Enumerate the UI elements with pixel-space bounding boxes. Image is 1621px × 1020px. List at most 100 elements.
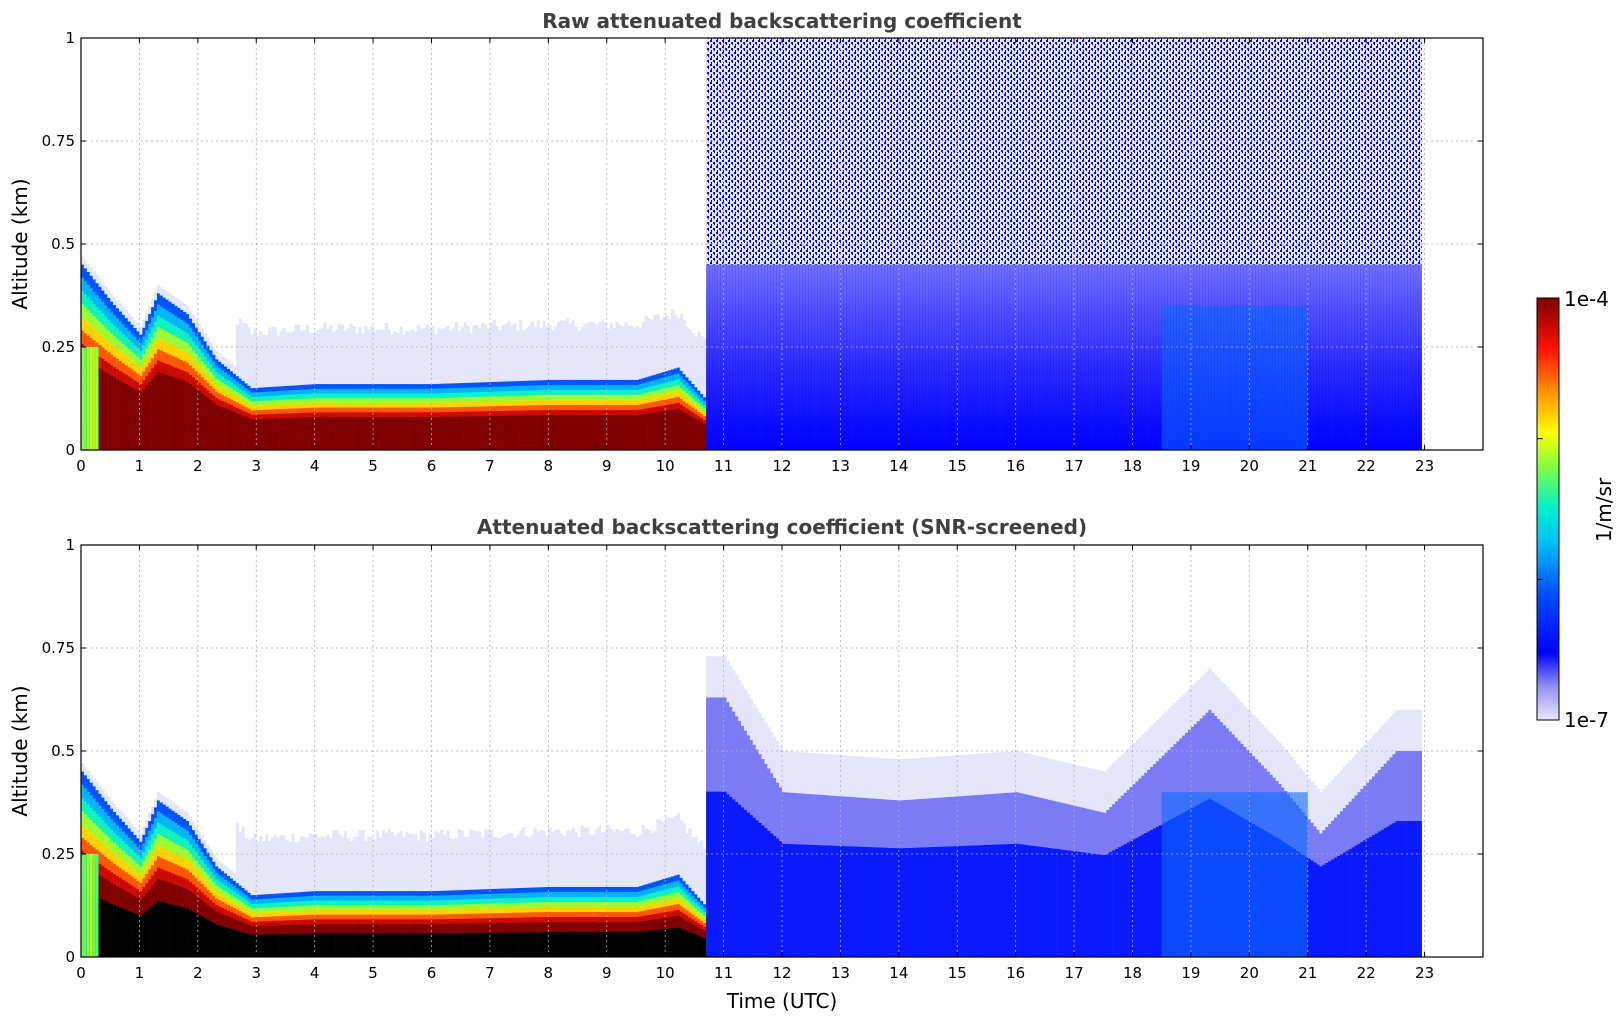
profile-cell [323,435,327,441]
profile-cell [244,899,248,905]
haze-cell [580,327,584,380]
profile-cell [475,416,479,422]
profile-cell [262,414,266,420]
profile-cell [154,439,158,450]
profile-cell [469,387,473,393]
profile-cell [279,390,283,396]
profile-cell [329,440,333,446]
profile-cell [688,420,692,426]
profile-cell [229,883,234,890]
profile-cell [229,928,234,935]
profile-cell [276,391,280,396]
profile-cell [475,440,479,446]
profile-cell [484,387,488,393]
profile-cell [501,406,505,412]
profile-cell [451,392,456,398]
profile-cell [560,429,564,436]
profile-cell [159,416,164,429]
profile-cell [89,300,93,314]
profile-cell [145,920,149,930]
profile-cell [527,390,532,396]
profile-cell [370,384,374,390]
profile-cell [536,440,540,446]
profile-cell [343,421,348,427]
profile-cell [194,948,199,957]
profile-cell [151,307,155,318]
profile-cell [548,379,552,386]
profile-cell [92,835,96,848]
profile-cell [197,839,202,848]
profile-cell [229,438,234,445]
profile-cell [700,413,704,419]
profile-cell [408,417,412,423]
profile-cell [200,843,204,853]
profile-cell [273,386,277,392]
profile-cell [635,399,640,406]
profile-cell [577,424,581,431]
profile-cell [253,934,257,940]
profile-cell [186,314,190,325]
haze-cell [481,322,485,383]
profile-cell [136,348,140,358]
noise-cell [1041,38,1046,265]
haze-cell [595,324,599,380]
noise-dense-cell [1316,264,1320,450]
profile-cell [615,424,619,431]
profile-cell [367,402,371,408]
profile-cell [229,410,234,417]
profile-cell [186,362,190,373]
profile-cell [259,894,263,900]
x-tick-label: 0 [76,457,86,475]
profile-cell [130,840,134,850]
profile-cell [294,436,298,442]
profile-cell [229,444,234,450]
profile-cell [142,406,146,416]
noise-dense-cell [1336,264,1341,450]
profile-cell [451,402,456,408]
haze-cell [647,318,651,377]
profile-cell [86,804,91,818]
profile-cell [662,416,666,423]
profile-cell [118,351,123,362]
profile-cell [457,435,462,441]
profile-cell [478,430,482,436]
profile-cell [151,885,155,897]
profile-cell [688,435,692,441]
noise-cell [1252,38,1256,265]
profile-cell [662,383,666,390]
noise-cell [998,38,1002,265]
profile-cell [282,436,286,442]
panel-raw: 0 1 2 3 4 5 6 7 8 9 10 11 12 13 14 15 16 17 18 19 20 21 22 2300… [8,9,1484,475]
profile-cell [340,407,345,413]
profile-cell [294,929,298,935]
profile-cell [235,381,240,388]
haze-cell [405,331,409,385]
profile-cell [443,431,447,437]
profile-cell [568,399,572,406]
profile-cell [592,439,596,446]
profile-cell [171,873,175,885]
profile-cell [475,396,479,403]
profile-cell [577,384,581,391]
profile-cell [113,408,117,420]
profile-cell [618,424,622,431]
profile-cell [183,878,187,889]
profile-cell [267,907,272,913]
haze-cell [376,329,380,385]
profile-cell [253,414,257,420]
profile-cell [390,412,394,418]
profile-cell [405,384,409,390]
profile-cell [282,408,286,414]
haze-cell [507,321,511,382]
profile-cell [171,335,175,346]
profile-cell [457,445,462,450]
profile-cell [428,407,432,413]
aerosol-cell [1196,305,1200,450]
profile-cell [495,381,499,387]
profile-cell [130,405,134,415]
profile-cell [81,811,85,825]
profile-cell [440,440,444,446]
profile-cell [180,309,184,321]
profile-cell [656,401,660,407]
noise-cell [1223,38,1227,265]
